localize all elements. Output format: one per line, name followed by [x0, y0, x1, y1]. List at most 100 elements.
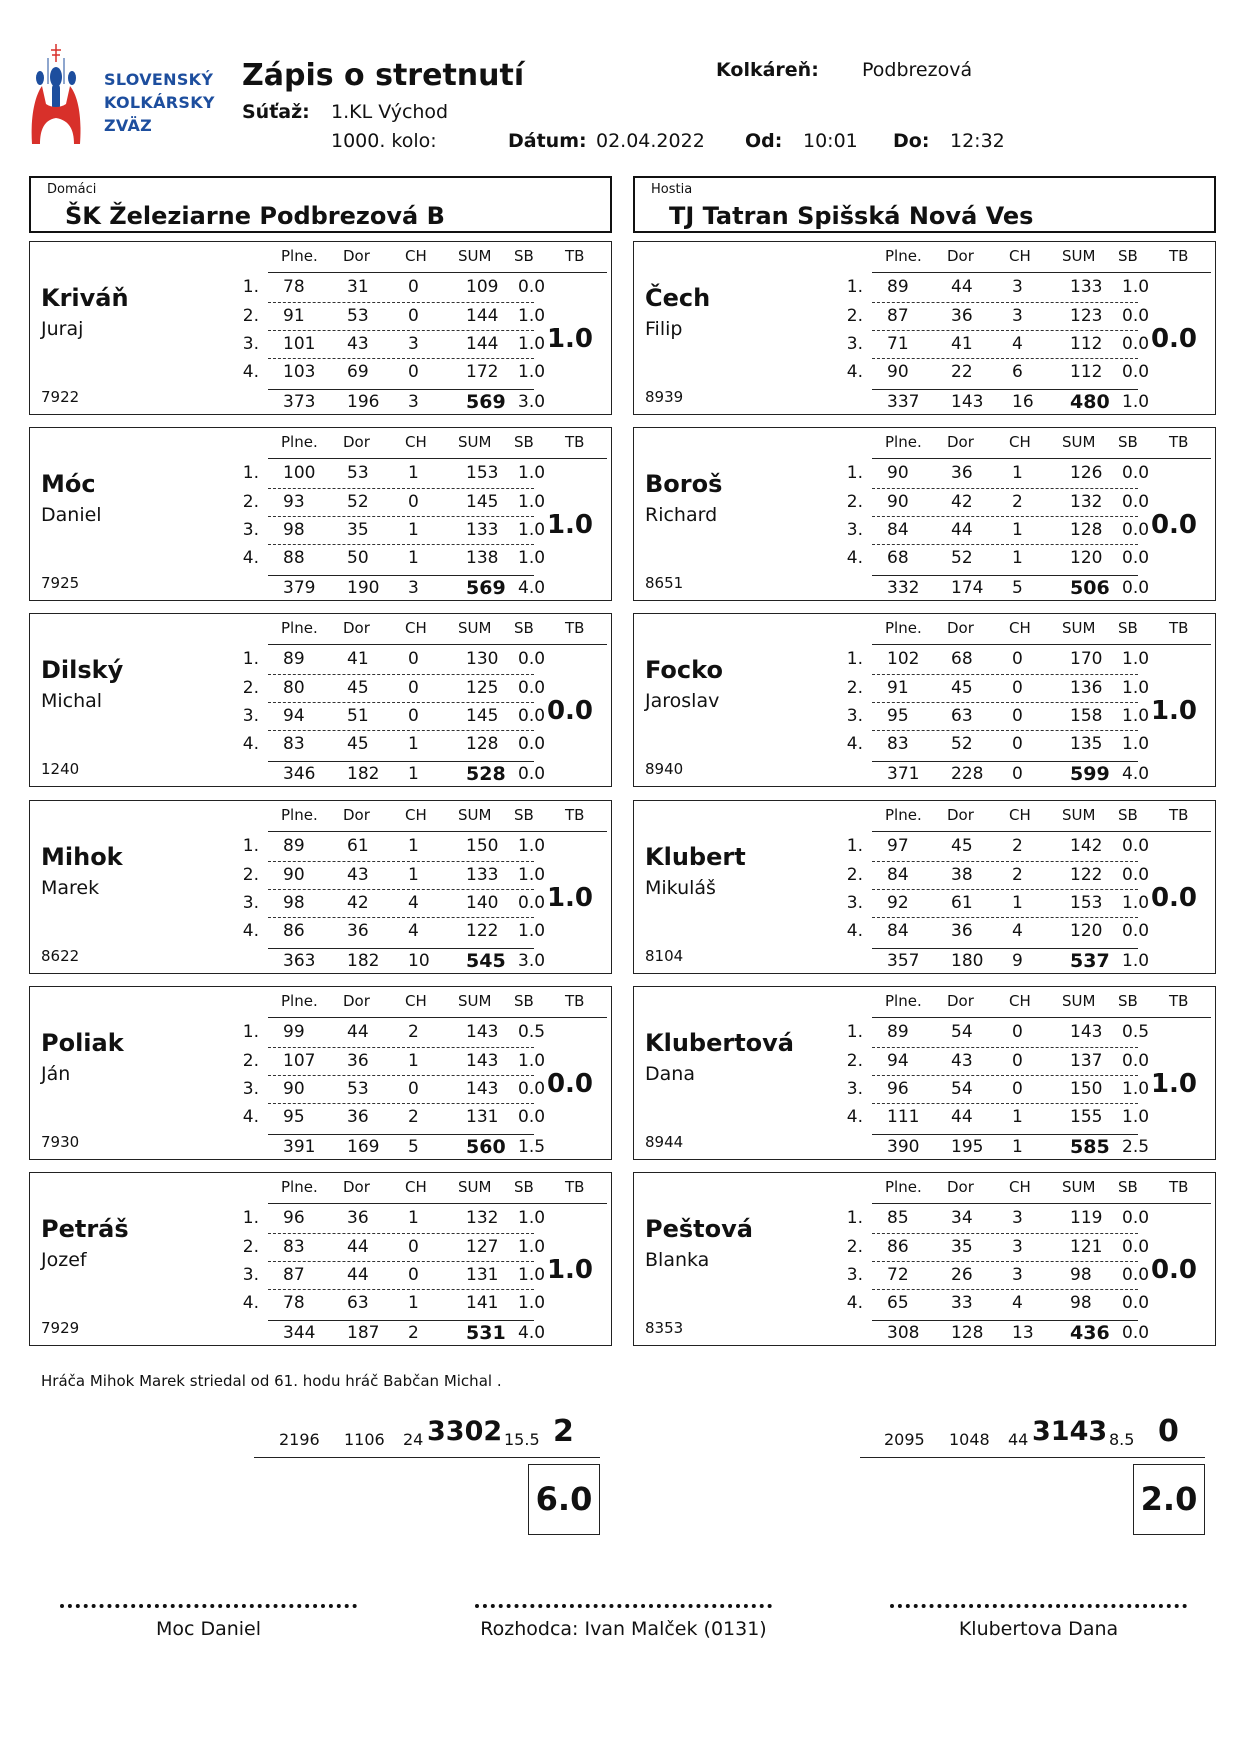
player-total-cell: 1.0	[1122, 392, 1150, 412]
lane-cell: 44	[951, 520, 973, 541]
player-block: Plne. Dor CH SUM SB TB Poliak Ján 7930 1. 99 44 2 143…	[29, 985, 612, 1160]
lane-number: 2.	[846, 864, 863, 885]
lane-cell: 54	[951, 1078, 973, 1099]
home-total-sb: 15.5	[504, 1430, 540, 1449]
lane-cell: 1	[408, 548, 419, 569]
lane-cell: 92	[887, 892, 909, 913]
home-team-name: ŠK Železiarne Podbrezová B	[65, 202, 445, 230]
column-header: TB	[1169, 619, 1189, 638]
lane-cell: 97	[887, 835, 909, 856]
lane-cell: 1	[1012, 463, 1023, 484]
lane-cell: 36	[951, 463, 973, 484]
total-divider	[268, 947, 534, 949]
lane-cell: 84	[887, 520, 909, 541]
total-divider	[268, 575, 534, 577]
column-header: Dor	[947, 1178, 974, 1196]
column-header: SB	[514, 1178, 534, 1196]
column-header: SB	[1118, 991, 1138, 1010]
lane-cell: 36	[347, 1208, 369, 1228]
logo-text-line-3: ZVÄZ	[104, 116, 153, 135]
lane-cell: 85	[887, 1208, 909, 1228]
lane-cell: 2	[1012, 492, 1023, 513]
lane-cell: 0	[408, 1265, 419, 1285]
lane-cell: 45	[347, 734, 369, 755]
row-divider	[872, 488, 1138, 490]
bowling-pins-logo-icon	[31, 44, 81, 144]
player-block: Plne. Dor CH SUM SB TB Čech Filip 8939 1. 89 44 3 133…	[633, 241, 1216, 415]
lane-cell: 142	[1070, 835, 1103, 856]
column-header: SUM	[458, 1178, 492, 1196]
home-totals-divider	[254, 1457, 600, 1458]
player-id: 7929	[41, 1319, 80, 1337]
player-total-cell: 480	[1070, 391, 1110, 413]
lane-cell: 45	[951, 835, 973, 856]
row-divider	[268, 888, 534, 890]
column-header: SUM	[458, 433, 492, 452]
lane-number: 4.	[846, 362, 863, 382]
player-total-cell: 174	[951, 578, 984, 599]
player-total-cell: 371	[887, 764, 920, 785]
lane-cell: 94	[283, 706, 305, 727]
lane-cell: 36	[347, 920, 369, 941]
lane-number: 3.	[846, 892, 863, 913]
row-divider	[268, 702, 534, 704]
lane-cell: 1.0	[1122, 706, 1150, 727]
lane-number: 4.	[846, 920, 863, 941]
player-id: 7922	[41, 388, 80, 406]
row-divider	[268, 1074, 534, 1076]
lane-cell: 0.5	[1122, 1021, 1150, 1042]
lane-cell: 72	[887, 1265, 909, 1285]
row-divider	[268, 330, 534, 331]
lane-cell: 144	[466, 334, 499, 354]
lane-number: 1.	[242, 277, 259, 297]
player-total-cell: 0.0	[518, 764, 546, 785]
lane-cell: 0	[408, 678, 419, 699]
player-id: 8651	[645, 574, 684, 593]
lane-cell: 143	[1070, 1021, 1103, 1042]
lane-cell: 0.0	[1122, 1050, 1150, 1071]
total-divider	[872, 1320, 1138, 1321]
lane-cell: 44	[951, 1106, 973, 1127]
lane-cell: 86	[887, 1237, 909, 1257]
lane-cell: 1.0	[518, 362, 546, 382]
lane-cell: 44	[347, 1265, 369, 1285]
player-block: Plne. Dor CH SUM SB TB Peštová Blanka 8353 1. 85 34…	[633, 1172, 1216, 1346]
lane-cell: 122	[466, 920, 499, 941]
row-divider	[268, 730, 534, 732]
lane-cell: 22	[951, 362, 973, 382]
player-first-name: Mikuláš	[645, 876, 716, 899]
lane-cell: 99	[283, 1021, 305, 1042]
lane-cell: 0.0	[518, 649, 546, 670]
player-block: Plne. Dor CH SUM SB TB Móc Daniel 7925 1. 100 53 1 15…	[29, 427, 612, 602]
lane-cell: 1.0	[518, 1050, 546, 1071]
header-divider	[268, 1016, 607, 1018]
lane-number: 2.	[846, 1050, 863, 1071]
column-header: SB	[514, 433, 534, 452]
lane-number: 4.	[846, 734, 863, 755]
logo-text-line-1: SLOVENSKÝ	[104, 70, 214, 89]
lane-cell: 61	[951, 892, 973, 913]
player-surname: Boroš	[645, 470, 723, 499]
column-header: SUM	[1062, 619, 1096, 638]
player-total-cell: 346	[283, 764, 316, 785]
player-id: 8944	[645, 1132, 684, 1151]
lane-cell: 95	[887, 706, 909, 727]
guest-total-ch: 44	[1008, 1430, 1029, 1449]
player-id: 7925	[41, 574, 80, 593]
lane-cell: 150	[466, 835, 499, 856]
column-header: Dor	[343, 433, 370, 452]
lane-cell: 132	[1070, 492, 1103, 513]
lane-cell: 78	[283, 1293, 305, 1313]
player-total-cell: 9	[1012, 950, 1023, 971]
lane-cell: 65	[887, 1293, 909, 1313]
column-header: CH	[1009, 433, 1031, 452]
lane-cell: 121	[1070, 1237, 1103, 1257]
lane-cell: 31	[347, 277, 369, 297]
column-header: Plne.	[885, 991, 922, 1010]
player-total-cell: 528	[466, 763, 506, 786]
player-tb-score: 0.0	[1150, 1255, 1198, 1285]
column-header: TB	[565, 247, 585, 265]
lane-cell: 98	[283, 520, 305, 541]
lane-cell: 130	[466, 649, 499, 670]
player-first-name: Dana	[645, 1062, 695, 1085]
